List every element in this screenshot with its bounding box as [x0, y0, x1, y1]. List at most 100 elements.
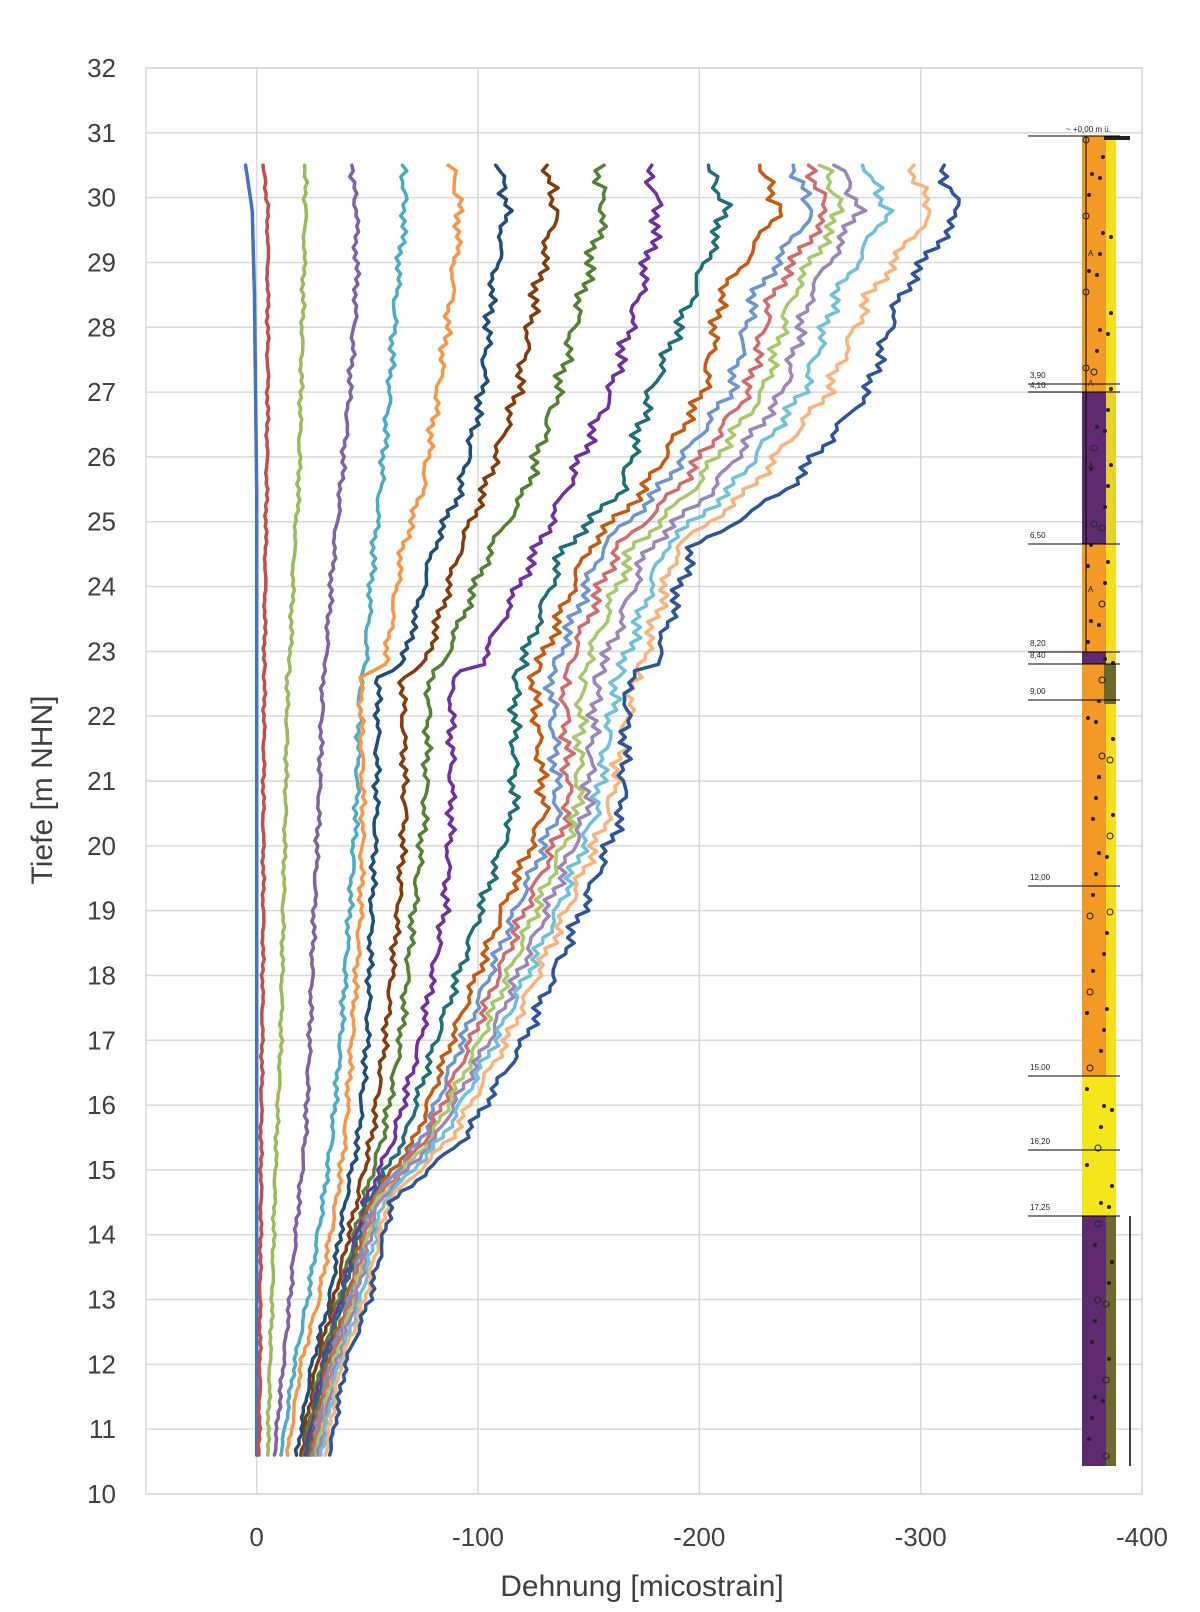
log-dot	[1101, 155, 1105, 159]
y-tick-label: 31	[87, 118, 116, 148]
y-tick-label: 11	[89, 1414, 116, 1444]
log-dot	[1093, 1243, 1097, 1247]
log-depth-label: 12,00	[1030, 873, 1051, 882]
log-dot	[1099, 1201, 1103, 1205]
log-dot	[1110, 1108, 1114, 1112]
log-dot	[1086, 1064, 1094, 1072]
log-dot	[1106, 756, 1114, 764]
series-line-16	[315, 163, 868, 1457]
series-line-2	[256, 163, 271, 1457]
x-tick-label: -200	[673, 1522, 725, 1552]
log-dot	[1087, 1437, 1091, 1441]
log-dot	[1097, 775, 1101, 779]
log-dot	[1089, 467, 1093, 471]
log-dot	[1105, 1007, 1109, 1011]
log-dot	[1094, 1144, 1102, 1152]
log-depth-label: 16,20	[1030, 1137, 1051, 1146]
log-dot	[1109, 235, 1113, 239]
log-dot	[1103, 581, 1107, 585]
log-dot	[1094, 1296, 1102, 1304]
log-dot	[1102, 1452, 1110, 1460]
y-tick-label: 13	[87, 1285, 116, 1315]
series-line-4	[272, 163, 362, 1457]
log-dot	[1085, 1011, 1089, 1015]
log-depth-label: 17,25	[1030, 1203, 1051, 1212]
plot-area-border	[145, 67, 1143, 1495]
log-dot	[1110, 1184, 1114, 1188]
log-dot	[1086, 564, 1090, 568]
log-dot	[1102, 1104, 1106, 1108]
log-dot	[1089, 619, 1093, 623]
log-dot	[1097, 851, 1101, 855]
log-dot	[1109, 387, 1113, 391]
series-line-12	[308, 163, 783, 1457]
log-symbol-label: A	[1088, 249, 1094, 258]
log-dot	[1090, 172, 1094, 176]
y-tick-label: 24	[87, 572, 116, 602]
log-dot	[1101, 231, 1105, 235]
y-tick-label: 12	[87, 1349, 116, 1379]
y-tick-label: 23	[87, 636, 116, 666]
log-depth-label: 15,00	[1030, 1063, 1051, 1072]
log-dot	[1095, 273, 1099, 277]
log-dot	[1091, 893, 1095, 897]
log-dot	[1109, 311, 1113, 315]
x-tick-label: -400	[1116, 1522, 1168, 1552]
log-dot	[1094, 1220, 1102, 1228]
x-tick-label: 0	[249, 1522, 263, 1552]
series-lines	[243, 163, 961, 1457]
log-dot	[1099, 1125, 1103, 1129]
log-dot	[1082, 364, 1090, 372]
log-dot	[1101, 1399, 1105, 1403]
log-dot	[1090, 1340, 1094, 1344]
y-tick-label: 25	[87, 507, 116, 537]
log-dot	[1105, 855, 1109, 859]
series-line-6	[285, 163, 465, 1457]
log-dot	[1098, 676, 1106, 684]
log-dot	[1093, 1319, 1097, 1323]
log-depth-label: 4,10	[1030, 381, 1046, 390]
y-tick-label: 32	[87, 53, 116, 83]
log-symbol-label: A	[1088, 379, 1094, 388]
log-dot	[1090, 444, 1098, 452]
log-dot	[1106, 408, 1110, 412]
log-dot	[1103, 429, 1107, 433]
log-dot	[1090, 520, 1098, 528]
log-dot	[1094, 720, 1098, 724]
log-dot	[1098, 328, 1102, 332]
log-symbol-label: A	[1088, 461, 1094, 470]
x-tick-label: -100	[452, 1522, 504, 1552]
log-dot	[1107, 1357, 1111, 1361]
log-dot	[1094, 872, 1098, 876]
log-dot	[1082, 212, 1090, 220]
log-dot	[1102, 1376, 1110, 1384]
log-dot	[1107, 1205, 1111, 1209]
log-top-label: ~ +0,00 m ü.	[1066, 125, 1111, 134]
y-tick-label: 10	[87, 1479, 116, 1509]
y-tick-label: 21	[87, 766, 116, 796]
log-dot	[1106, 332, 1110, 336]
y-tick-label: 20	[87, 831, 116, 861]
series-line-15	[314, 163, 845, 1457]
log-dot	[1090, 368, 1098, 376]
log-strip	[1106, 136, 1116, 1466]
log-dot	[1102, 1028, 1106, 1032]
log-dot	[1099, 1049, 1103, 1053]
log-depth-label: 8,40	[1030, 651, 1046, 660]
y-tick-label: 17	[87, 1025, 116, 1055]
log-dot	[1098, 524, 1106, 532]
series-line-7	[293, 163, 514, 1457]
log-dot	[1091, 817, 1095, 821]
y-tick-label: 26	[87, 442, 116, 472]
log-dot	[1111, 737, 1115, 741]
y-tick-label: 29	[87, 247, 116, 277]
log-dot	[1086, 912, 1094, 920]
log-dot	[1094, 796, 1098, 800]
log-dot	[1082, 288, 1090, 296]
tick-labels: 10 11 12 13 14 15 16 17 18 19 20 21 22 23 24 25 26 27 28 29…	[87, 53, 1168, 1552]
y-tick-label: 18	[87, 960, 116, 990]
log-depth-label: 9,00	[1030, 687, 1046, 696]
log-dot	[1095, 349, 1099, 353]
log-dot	[1109, 463, 1113, 467]
log-strip-olive	[1106, 1216, 1116, 1466]
